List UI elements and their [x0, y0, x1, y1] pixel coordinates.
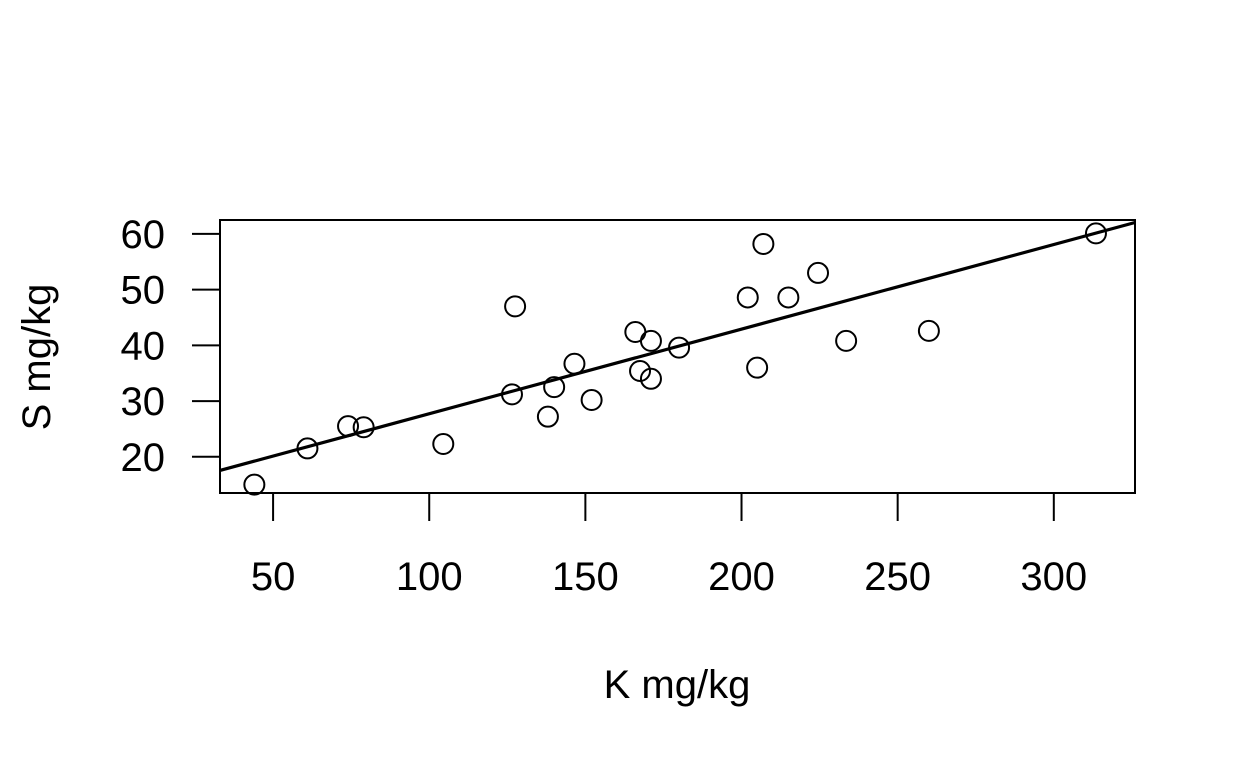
y-tick-label: 20 [121, 436, 166, 480]
y-axis: 20 30 40 50 60 [121, 213, 221, 480]
data-point [777, 286, 800, 309]
x-tick-label: 200 [708, 555, 775, 599]
data-point [500, 383, 523, 406]
x-tick-label: 50 [251, 555, 296, 599]
y-tick-label: 40 [121, 324, 166, 368]
x-tick-label: 250 [864, 555, 931, 599]
y-tick-label: 60 [121, 213, 166, 257]
y-tick-label: 50 [121, 269, 166, 313]
data-point [580, 388, 603, 411]
data-point [752, 232, 775, 255]
data-point [639, 367, 662, 390]
data-point [807, 261, 830, 284]
x-tick-label: 150 [552, 555, 619, 599]
data-point [668, 336, 691, 359]
x-axis-label: K mg/kg [604, 663, 751, 707]
data-point [835, 329, 858, 352]
data-point [352, 416, 375, 439]
data-point [504, 295, 527, 318]
y-axis-label: S mg/kg [15, 284, 59, 431]
data-point [1084, 222, 1107, 245]
data-point [543, 376, 566, 399]
data-point [639, 329, 662, 352]
points-layer [243, 222, 1107, 496]
x-axis: 50 100 150 200 250 300 [251, 492, 1087, 599]
data-point [624, 320, 647, 343]
data-point [536, 405, 559, 428]
data-point [629, 359, 652, 382]
data-point [337, 415, 360, 438]
data-point [243, 473, 266, 496]
data-point [917, 319, 940, 342]
data-point [736, 286, 759, 309]
regression-line [220, 220, 1135, 472]
data-point [563, 352, 586, 375]
y-tick-label: 30 [121, 380, 166, 424]
data-point [432, 432, 455, 455]
regression-layer [220, 220, 1135, 472]
data-point [746, 356, 769, 379]
x-tick-label: 100 [396, 555, 463, 599]
x-tick-label: 300 [1020, 555, 1087, 599]
data-point [296, 437, 319, 460]
